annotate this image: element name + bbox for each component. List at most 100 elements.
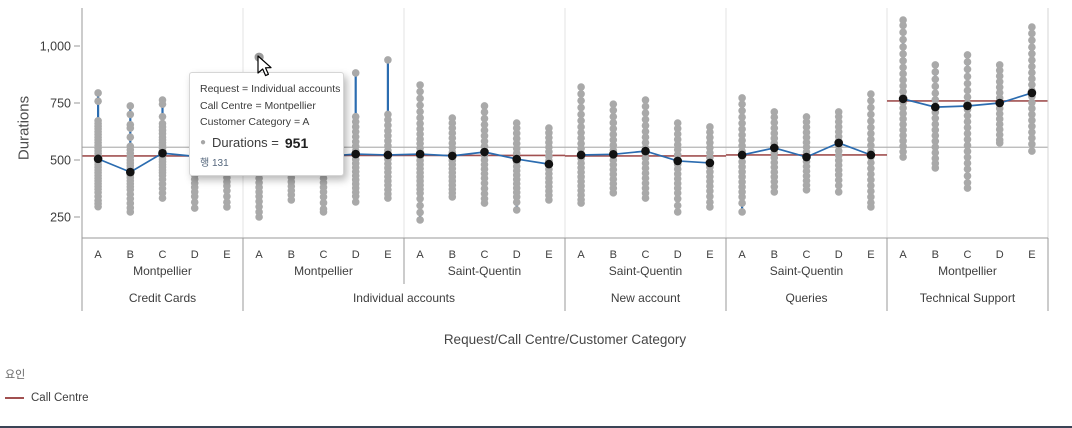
data-dot[interactable] (899, 43, 907, 51)
mean-dot[interactable] (576, 150, 586, 160)
data-dot[interactable] (126, 124, 135, 132)
data-dot[interactable] (577, 90, 585, 98)
data-dot[interactable] (931, 126, 940, 134)
mean-dot[interactable] (963, 101, 972, 111)
data-dot[interactable] (416, 119, 424, 128)
data-dot[interactable] (545, 196, 553, 204)
data-dot[interactable] (867, 193, 875, 201)
data-dot[interactable] (995, 125, 1004, 134)
data-dot[interactable] (384, 110, 392, 119)
data-dot[interactable] (158, 100, 167, 108)
data-dot[interactable] (126, 208, 135, 216)
data-dot[interactable] (609, 189, 618, 197)
data-dot[interactable] (1028, 29, 1036, 38)
highlighted-dot[interactable] (254, 52, 264, 62)
data-dot[interactable] (706, 123, 714, 131)
mean-dot[interactable] (126, 167, 135, 177)
data-dot[interactable] (1028, 128, 1036, 136)
data-dot[interactable] (899, 147, 907, 156)
data-dot[interactable] (867, 135, 875, 144)
data-dot[interactable] (416, 81, 424, 89)
data-dot[interactable] (1028, 68, 1036, 77)
data-dot[interactable] (641, 138, 650, 147)
data-dot[interactable] (673, 194, 682, 203)
data-dot[interactable] (963, 123, 972, 132)
data-dot[interactable] (416, 201, 424, 210)
mean-dot[interactable] (770, 143, 779, 153)
data-dot[interactable] (706, 203, 714, 211)
data-dot[interactable] (931, 82, 940, 91)
data-dot[interactable] (899, 87, 907, 96)
data-dot[interactable] (899, 50, 907, 58)
data-dot[interactable] (995, 130, 1004, 139)
data-dot[interactable] (577, 96, 585, 105)
data-dot[interactable] (963, 93, 972, 101)
data-dot[interactable] (673, 189, 682, 197)
data-dot[interactable] (963, 72, 972, 81)
data-dot[interactable] (480, 120, 489, 129)
data-dot[interactable] (963, 117, 972, 126)
mean-dot[interactable] (158, 148, 167, 158)
data-dot[interactable] (931, 114, 940, 123)
data-dot[interactable] (673, 124, 682, 133)
data-dot[interactable] (1028, 75, 1036, 83)
data-dot[interactable] (1028, 140, 1036, 148)
data-dot[interactable] (706, 192, 714, 201)
data-dot[interactable] (641, 109, 650, 117)
data-dot[interactable] (480, 126, 489, 135)
data-dot[interactable] (1028, 23, 1036, 31)
data-dot[interactable] (899, 109, 907, 118)
data-dot[interactable] (995, 66, 1004, 75)
data-dot[interactable] (931, 61, 940, 69)
data-dot[interactable] (673, 201, 682, 210)
data-dot[interactable] (706, 187, 714, 195)
data-dot[interactable] (867, 110, 875, 119)
data-dot[interactable] (1028, 98, 1036, 107)
data-dot[interactable] (931, 137, 940, 146)
data-dot[interactable] (963, 111, 972, 120)
data-dot[interactable] (963, 147, 972, 156)
data-dot[interactable] (995, 72, 1004, 80)
data-dot[interactable] (899, 57, 907, 65)
mean-dot[interactable] (544, 159, 554, 169)
data-dot[interactable] (867, 181, 875, 190)
data-dot[interactable] (1028, 134, 1036, 142)
data-dot[interactable] (1028, 147, 1036, 155)
data-dot[interactable] (577, 83, 585, 91)
data-dot[interactable] (963, 65, 972, 74)
mean-dot[interactable] (1027, 88, 1037, 98)
data-dot[interactable] (738, 131, 746, 139)
data-dot[interactable] (577, 123, 585, 131)
data-dot[interactable] (94, 202, 102, 211)
data-dot[interactable] (416, 87, 424, 96)
data-dot[interactable] (416, 194, 424, 203)
data-dot[interactable] (963, 135, 972, 144)
data-dot[interactable] (416, 94, 424, 103)
data-dot[interactable] (641, 96, 650, 104)
data-dot[interactable] (963, 184, 972, 192)
data-dot[interactable] (802, 186, 811, 194)
data-dot[interactable] (223, 203, 231, 211)
data-dot[interactable] (770, 113, 779, 121)
data-dot[interactable] (577, 199, 585, 207)
data-dot[interactable] (223, 192, 231, 201)
mean-dot[interactable] (705, 158, 715, 168)
data-dot[interactable] (416, 114, 424, 122)
data-dot[interactable] (94, 89, 102, 97)
data-dot[interactable] (931, 120, 940, 129)
data-dot[interactable] (673, 119, 682, 127)
data-dot[interactable] (738, 193, 746, 201)
data-dot[interactable] (931, 75, 940, 84)
data-dot[interactable] (512, 129, 521, 138)
data-dot[interactable] (609, 100, 618, 108)
data-dot[interactable] (867, 117, 875, 125)
mean-dot[interactable] (866, 150, 876, 160)
data-dot[interactable] (384, 121, 392, 130)
data-dot[interactable] (899, 16, 907, 24)
data-dot[interactable] (480, 199, 489, 207)
mean-dot[interactable] (834, 138, 843, 148)
data-dot[interactable] (609, 112, 618, 121)
data-dot[interactable] (673, 135, 682, 144)
data-dot[interactable] (867, 176, 875, 184)
mean-dot[interactable] (898, 94, 908, 104)
